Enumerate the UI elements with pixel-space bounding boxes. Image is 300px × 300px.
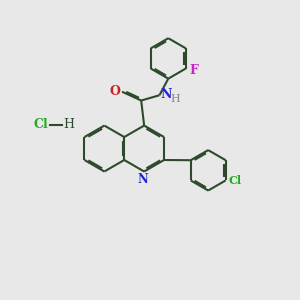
Text: H: H [171,94,180,104]
Text: F: F [189,64,198,76]
Text: O: O [109,85,120,98]
Text: H: H [64,118,75,131]
Text: N: N [160,88,172,101]
Text: Cl: Cl [229,175,242,186]
Text: N: N [138,173,148,186]
Text: Cl: Cl [34,118,48,131]
